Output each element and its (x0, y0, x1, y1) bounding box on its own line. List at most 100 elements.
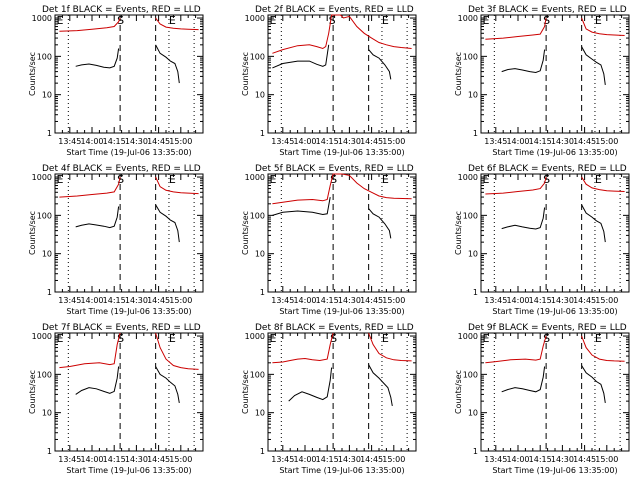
state-marker-label: S (329, 14, 336, 27)
state-marker-label: S (330, 332, 337, 345)
x-axis-title: Start Time (19-Jul-06 13:35:00) (279, 466, 404, 475)
plot-frame (480, 332, 630, 452)
x-tick-label: 14:30 (551, 296, 574, 305)
panel-title: Det 7f BLACK = Events, RED = LLD (42, 323, 201, 333)
state-marker-label: E (56, 173, 63, 186)
y-tick-label: 100 (37, 52, 52, 61)
detector-panel: Det 3f BLACK = Events, RED = LLD 1 10 100 10… (454, 5, 630, 157)
x-tick-label: 14:45 (360, 296, 383, 305)
x-tick-label: 14:30 (551, 137, 574, 146)
state-marker-label: E (595, 332, 602, 345)
y-tick-label: 1000 (32, 332, 52, 341)
x-tick-label: 15:00 (169, 455, 192, 464)
panel-title: Det 6f BLACK = Events, RED = LLD (468, 164, 627, 174)
x-tick-label: 14:45 (573, 137, 596, 146)
panel-title: Det 9f BLACK = Events, RED = LLD (468, 323, 627, 333)
state-marker-label: E (595, 173, 602, 186)
x-tick-label: 14:00 (293, 296, 316, 305)
y-tick-label: 1 (473, 129, 478, 138)
lld-rate-line (155, 176, 199, 195)
y-tick-label: 100 (463, 52, 478, 61)
x-tick-label: 14:15 (529, 137, 552, 146)
x-tick-label: 14:00 (80, 455, 103, 464)
panel-title: Det 2f BLACK = Events, RED = LLD (255, 5, 414, 15)
state-marker-label: S (117, 14, 124, 27)
events-rate-line (501, 207, 546, 230)
x-tick-label: 15:00 (169, 137, 192, 146)
y-tick-label: 100 (463, 211, 478, 220)
x-tick-label: 14:45 (360, 137, 383, 146)
y-tick-label: 1 (47, 288, 52, 297)
detector-panel: Det 8f BLACK = Events, RED = LLD 1 10 100 10… (241, 323, 417, 475)
plot-frame (54, 14, 204, 134)
x-axis-title: Start Time (19-Jul-06 13:35:00) (66, 148, 191, 157)
state-marker-label: E (382, 173, 389, 186)
lld-rate-line (59, 17, 121, 32)
state-marker-label: E (382, 14, 389, 27)
state-marker-label: E (269, 173, 276, 186)
state-marker-label: E (269, 332, 276, 345)
y-axis-title: Counts/sec (28, 370, 37, 414)
x-tick-label: 15:00 (595, 137, 618, 146)
state-marker-label: S (543, 14, 550, 27)
x-tick-label: 13:45 (58, 455, 81, 464)
x-tick-label: 13:45 (58, 296, 81, 305)
y-tick-label: 1000 (458, 173, 478, 182)
events-rate-line (581, 365, 606, 403)
events-rate-line (155, 366, 180, 403)
y-tick-label: 1 (473, 288, 478, 297)
x-tick-label: 14:30 (338, 455, 361, 464)
x-tick-label: 14:45 (360, 455, 383, 464)
x-axis-title: Start Time (19-Jul-06 13:35:00) (66, 307, 191, 316)
events-rate-line (272, 197, 331, 216)
events-rate-line (368, 49, 392, 80)
state-marker-label: E (482, 332, 489, 345)
x-tick-label: 13:45 (484, 137, 507, 146)
y-tick-label: 1 (260, 447, 265, 456)
events-rate-line (581, 46, 606, 85)
x-tick-label: 14:45 (147, 137, 170, 146)
x-tick-label: 13:45 (484, 296, 507, 305)
y-axis-title: Counts/sec (241, 370, 250, 414)
y-tick-label: 100 (37, 370, 52, 379)
x-tick-label: 14:30 (125, 296, 148, 305)
events-rate-line (368, 364, 393, 406)
state-marker-label: S (543, 332, 550, 345)
detector-panel: Det 7f BLACK = Events, RED = LLD 1 10 100 10… (28, 323, 204, 475)
plot-frame (480, 173, 630, 293)
x-tick-label: 14:30 (338, 296, 361, 305)
x-tick-label: 14:15 (316, 455, 339, 464)
x-tick-label: 14:15 (316, 137, 339, 146)
state-marker-label: S (543, 173, 550, 186)
x-tick-label: 14:15 (529, 296, 552, 305)
y-tick-label: 10 (42, 250, 52, 259)
x-tick-label: 13:45 (484, 455, 507, 464)
y-tick-label: 100 (250, 211, 265, 220)
lld-rate-line (581, 335, 625, 362)
y-axis-title: Counts/sec (241, 211, 250, 255)
y-tick-label: 100 (250, 52, 265, 61)
y-tick-label: 1 (260, 288, 265, 297)
x-tick-label: 13:45 (58, 137, 81, 146)
x-tick-label: 14:45 (573, 455, 596, 464)
x-tick-label: 14:00 (80, 137, 103, 146)
events-rate-line (501, 49, 546, 74)
y-tick-label: 10 (255, 250, 265, 259)
x-tick-label: 13:45 (271, 455, 294, 464)
state-marker-label: S (330, 173, 337, 186)
events-rate-line (75, 366, 120, 395)
y-tick-label: 1 (473, 447, 478, 456)
lld-rate-line (485, 335, 547, 364)
detector-panel: Det 5f BLACK = Events, RED = LLD 1 10 100 10… (241, 164, 417, 316)
x-tick-label: 14:45 (147, 455, 170, 464)
y-tick-label: 10 (255, 91, 265, 100)
plot-frame (54, 332, 204, 452)
detector-panel: Det 9f BLACK = Events, RED = LLD 1 10 100 10… (454, 323, 630, 475)
state-marker-label: S (117, 173, 124, 186)
plot-frame (54, 173, 204, 293)
x-tick-label: 14:30 (125, 137, 148, 146)
y-tick-label: 1000 (32, 14, 52, 23)
x-tick-label: 15:00 (382, 455, 405, 464)
x-axis-title: Start Time (19-Jul-06 13:35:00) (492, 466, 617, 475)
lld-rate-line (272, 14, 412, 54)
